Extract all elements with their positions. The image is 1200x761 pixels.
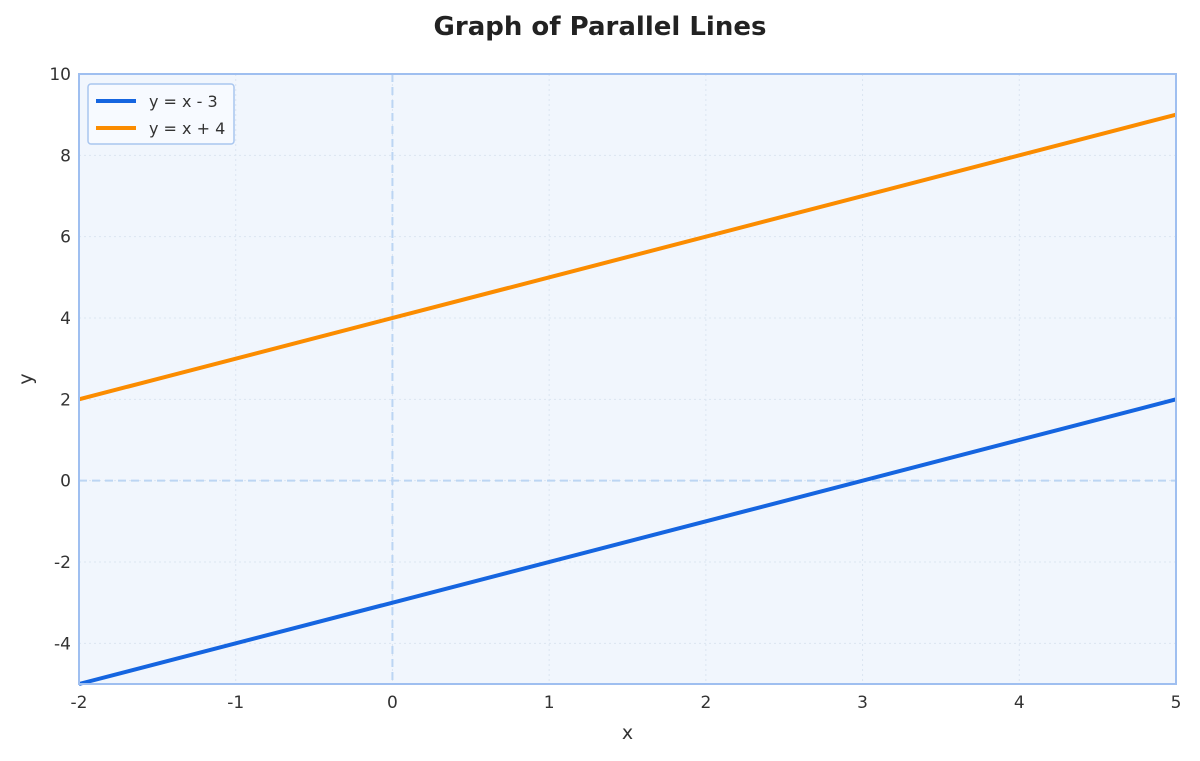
x-tick-label: -2: [71, 693, 88, 713]
x-axis-ticks: -2 -1 0 1 2 3 4 5: [71, 693, 1182, 713]
x-tick-label: 4: [1014, 693, 1025, 713]
series-layer: [78, 112, 1177, 686]
zero-lines: [79, 74, 1176, 684]
legend: y = x - 3 y = x + 4: [87, 83, 235, 145]
y-tick-label: 6: [60, 228, 71, 248]
x-tick-label: 2: [700, 693, 711, 713]
y-tick-label: -2: [54, 553, 71, 573]
x-tick-label: 3: [857, 693, 868, 713]
plot-frame: [78, 73, 1177, 685]
chart-title: Graph of Parallel Lines: [433, 12, 767, 42]
y-tick-label: -4: [54, 634, 71, 654]
y-tick-label: 10: [49, 65, 71, 85]
y-tick-label: 2: [60, 390, 71, 410]
y-tick-label: 0: [60, 472, 71, 492]
y-tick-label: 4: [60, 309, 71, 329]
series-line-1: [78, 397, 1177, 686]
x-tick-label: 1: [544, 693, 555, 713]
y-axis-ticks: -4 -2 0 2 4 6 8 10: [49, 65, 71, 654]
series-line-2: [78, 112, 1177, 402]
y-axis-label: y: [15, 373, 37, 384]
legend-label: y = x + 4: [149, 119, 225, 138]
x-tick-label: 5: [1171, 693, 1182, 713]
x-tick-label: 0: [387, 693, 398, 713]
x-axis-label: x: [622, 722, 633, 744]
x-tick-label: -1: [227, 693, 244, 713]
legend-label: y = x - 3: [149, 92, 218, 111]
y-tick-label: 8: [60, 146, 71, 166]
plot-area: [79, 74, 1176, 684]
